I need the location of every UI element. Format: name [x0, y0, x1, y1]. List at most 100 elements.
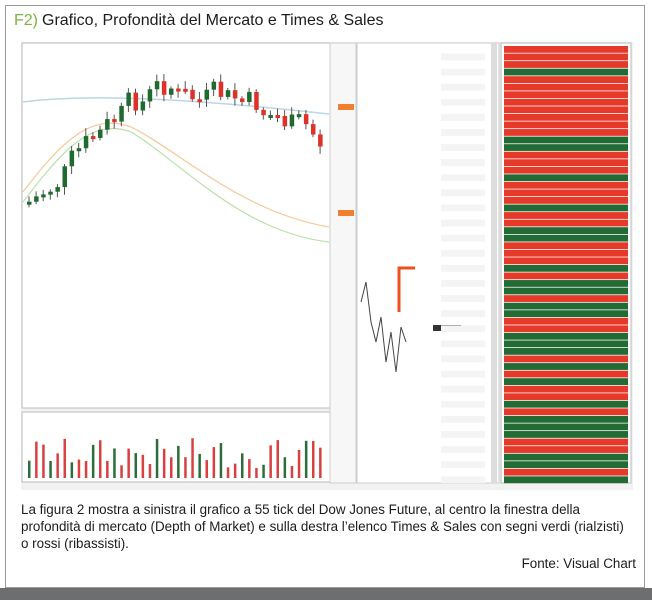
dom-row — [441, 348, 485, 355]
volume-bar — [177, 445, 180, 478]
ts-row — [504, 53, 628, 61]
volume-bar — [106, 460, 109, 478]
ts-row — [504, 363, 628, 370]
ts-row — [504, 91, 628, 99]
candle — [169, 88, 174, 95]
candle — [34, 196, 39, 202]
volume-bar — [70, 462, 74, 478]
ts-row — [504, 302, 628, 310]
ts-row — [504, 159, 628, 167]
ts-row — [504, 461, 628, 469]
volume-bar — [99, 440, 102, 478]
dom-row — [441, 234, 485, 242]
volume-bar — [28, 460, 31, 478]
ts-row — [504, 468, 628, 476]
ts-row — [504, 295, 628, 302]
candle — [76, 148, 82, 152]
candle — [112, 119, 117, 123]
volume-bar — [134, 453, 137, 478]
volume-bar — [162, 448, 166, 478]
dom-row — [441, 400, 485, 408]
ts-row — [504, 129, 628, 136]
volume-bar — [155, 438, 159, 478]
decor — [27, 46, 628, 484]
candle — [282, 115, 288, 127]
ts-row — [504, 106, 628, 114]
ts-row — [504, 227, 628, 234]
ts-row — [504, 446, 628, 453]
ma-line — [22, 127, 330, 243]
dom-row — [441, 415, 485, 423]
candle — [204, 89, 209, 100]
volume-bar — [290, 465, 294, 478]
dom-row — [441, 106, 485, 114]
ts-row — [504, 212, 628, 219]
ts-row — [504, 453, 628, 461]
volume-bar — [262, 464, 265, 478]
ts-row — [504, 355, 628, 363]
ts-row — [504, 151, 628, 159]
ts-row — [504, 280, 628, 287]
ts-row — [504, 144, 628, 151]
dom-row — [441, 302, 485, 310]
dom-row — [441, 136, 485, 144]
candle — [105, 119, 110, 130]
candle — [41, 194, 46, 198]
dom-row — [441, 197, 485, 204]
ma-line — [22, 97, 330, 115]
dom-row — [441, 325, 485, 333]
ts-row — [504, 76, 628, 83]
dom-row — [441, 144, 485, 151]
dom-row — [441, 61, 485, 68]
volume-bar — [191, 438, 194, 478]
dom-row — [441, 68, 485, 76]
volume-bar — [297, 449, 301, 478]
candle — [119, 105, 124, 122]
volume-bar — [233, 463, 237, 478]
dom-row — [441, 287, 485, 295]
volume-bar — [312, 441, 315, 478]
volume-bar — [283, 457, 287, 478]
dom-row — [441, 181, 485, 189]
volume-bar — [56, 453, 59, 478]
ts-row — [504, 317, 628, 325]
volume-bar — [148, 464, 152, 478]
dom-row — [441, 46, 485, 53]
volume-bar — [113, 448, 116, 478]
ts-row — [504, 340, 628, 348]
dom-row — [441, 129, 485, 136]
price-marker — [338, 210, 354, 216]
dom-row — [441, 83, 485, 91]
dom-row — [441, 385, 485, 393]
volume-bar — [226, 467, 230, 478]
dom-row — [441, 446, 485, 453]
volume-bar — [63, 438, 66, 478]
ts-row — [504, 166, 628, 174]
dom-row — [441, 53, 485, 61]
ts-row — [504, 393, 628, 401]
dom-row — [441, 393, 485, 401]
volume-bar — [269, 445, 272, 478]
ts-row — [504, 287, 628, 295]
candle — [275, 115, 280, 119]
candle — [261, 109, 266, 116]
dom-row — [441, 468, 485, 476]
dom-row — [441, 408, 485, 416]
candle — [48, 191, 53, 195]
ts-row — [504, 121, 628, 129]
ts-row — [504, 219, 628, 227]
candle — [311, 124, 316, 135]
candle — [268, 115, 273, 119]
ts-row — [504, 189, 628, 197]
ts-row — [504, 325, 628, 333]
dom-row — [441, 340, 485, 348]
ts-row — [504, 438, 628, 446]
dom-row — [441, 189, 485, 197]
dom-row — [441, 453, 485, 461]
dom-row — [441, 431, 485, 438]
ts-row — [504, 204, 628, 212]
volume-bar — [77, 459, 81, 478]
candle — [225, 90, 231, 97]
volume-bar — [304, 440, 308, 478]
